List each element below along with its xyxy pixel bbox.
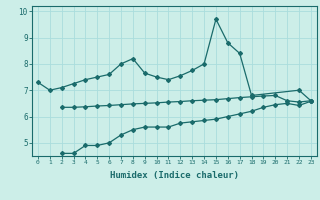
X-axis label: Humidex (Indice chaleur): Humidex (Indice chaleur) [110,171,239,180]
